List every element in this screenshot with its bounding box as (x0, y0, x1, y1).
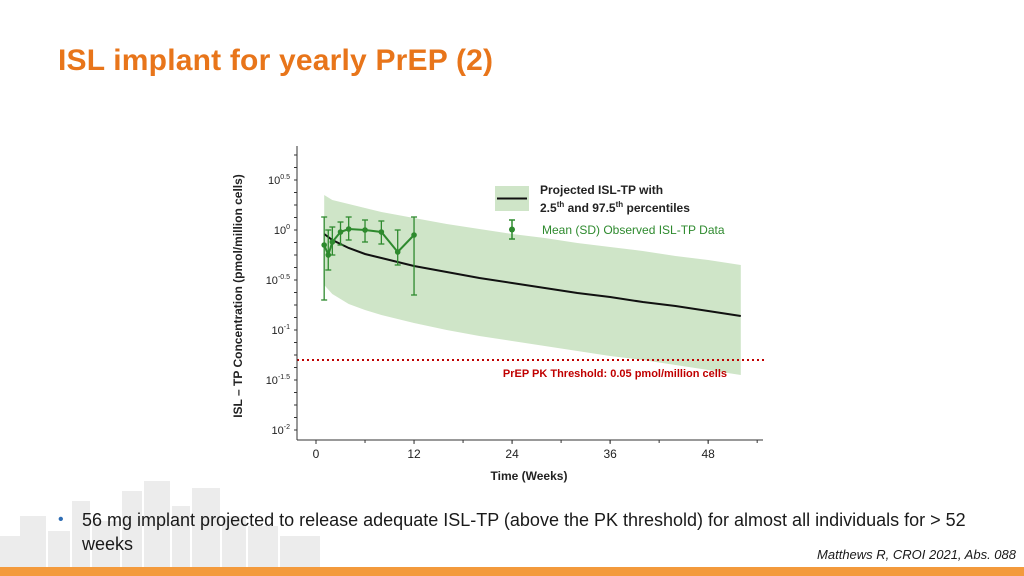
y-tick-label: 10-2 (272, 424, 291, 437)
legend-band-label-line1: Projected ISL-TP with (540, 183, 663, 197)
legend-band-label-line2: 2.5th and 97.5th percentiles (540, 200, 690, 215)
x-tick-label: 48 (701, 447, 715, 461)
bullet-text: 56 mg implant projected to release adequ… (82, 510, 966, 554)
x-tick-label: 24 (505, 447, 519, 461)
observed-point (394, 249, 401, 255)
bullet-icon: • (58, 511, 64, 528)
observed-point (337, 229, 344, 235)
legend-observed-marker (509, 226, 515, 233)
y-tick-label: 10-1 (272, 324, 291, 337)
citation: Matthews R, CROI 2021, Abs. 088 (817, 547, 1016, 562)
threshold-label: PrEP PK Threshold: 0.05 pmol/million cel… (503, 368, 727, 380)
observed-point (362, 227, 368, 233)
observed-point (378, 229, 385, 235)
y-tick-label: 100.5 (268, 174, 290, 187)
observed-point (325, 252, 332, 258)
slide-title: ISL implant for yearly PrEP (2) (58, 44, 494, 77)
y-tick-label: 10-1.5 (266, 374, 290, 387)
bottom-accent-bar (0, 567, 1024, 576)
x-tick-label: 12 (407, 447, 421, 461)
city-skyline-decoration (0, 481, 320, 576)
observed-point (411, 232, 417, 238)
observed-point (329, 239, 336, 245)
y-tick-label: 10-0.5 (266, 274, 290, 287)
projected-percentile-band (324, 195, 741, 375)
y-axis-label: ISL – TP Concentration (pmol/million cel… (231, 174, 245, 418)
x-tick-label: 36 (603, 447, 617, 461)
observed-point (345, 226, 352, 232)
legend-observed-label: Mean (SD) Observed ISL-TP Data (542, 223, 725, 237)
observed-point (321, 242, 327, 248)
concentration-chart: ISL – TP Concentration (pmol/million cel… (231, 146, 765, 483)
x-tick-label: 0 (313, 447, 320, 461)
projected-median-line (323, 233, 741, 317)
chart-legend: Projected ISL-TP with 2.5th and 97.5th p… (495, 183, 725, 240)
y-tick-label: 100 (274, 224, 290, 237)
x-axis-label: Time (Weeks) (491, 469, 568, 483)
